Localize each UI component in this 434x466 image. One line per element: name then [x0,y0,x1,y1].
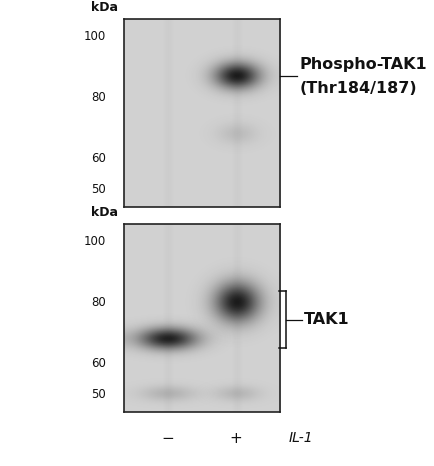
Text: −: − [161,431,174,445]
Text: 60: 60 [92,357,106,370]
Text: kDa: kDa [91,1,118,14]
Text: 100: 100 [84,30,106,43]
Text: 60: 60 [92,152,106,165]
Text: 50: 50 [92,388,106,401]
Text: (Thr184/187): (Thr184/187) [299,81,417,96]
Text: kDa: kDa [91,206,118,219]
Text: TAK1: TAK1 [304,312,349,327]
Text: 80: 80 [92,296,106,309]
Text: 50: 50 [92,183,106,196]
Text: 100: 100 [84,235,106,248]
Text: +: + [230,431,243,445]
Text: 80: 80 [92,91,106,104]
Text: IL-1: IL-1 [288,431,313,445]
Text: Phospho-TAK1: Phospho-TAK1 [299,57,427,72]
